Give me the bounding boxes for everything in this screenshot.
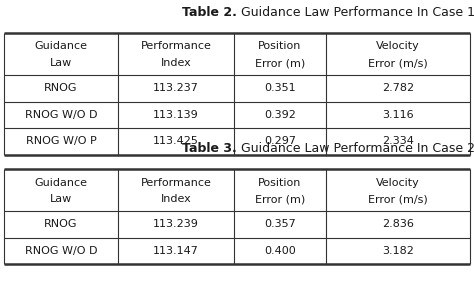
Text: Guidance Law Performance In Case 1: Guidance Law Performance In Case 1 [237,7,474,20]
Text: Law: Law [50,194,72,204]
Text: 0.357: 0.357 [264,219,296,229]
Text: RNOG W/O D: RNOG W/O D [25,110,97,120]
Bar [4,33,470,154]
Text: 3.116: 3.116 [382,110,414,120]
Text: RNOG W/O D: RNOG W/O D [25,246,97,256]
Text: 113.147: 113.147 [153,246,199,256]
Text: Index: Index [161,58,191,69]
Text: Guidance Law Performance In Case 2: Guidance Law Performance In Case 2 [237,142,474,156]
Text: Position: Position [258,178,301,188]
Text: RNOG: RNOG [44,219,78,229]
Text: 2.782: 2.782 [382,83,414,93]
Text: RNOG: RNOG [44,83,78,93]
Text: Guidance: Guidance [35,42,88,51]
Text: 0.297: 0.297 [264,136,296,146]
Text: 113.139: 113.139 [153,110,199,120]
Text: Law: Law [50,58,72,69]
Text: 113.239: 113.239 [153,219,199,229]
Text: Performance: Performance [141,178,211,188]
Text: Table 2.: Table 2. [182,7,237,20]
Text: 113.237: 113.237 [153,83,199,93]
Text: 0.392: 0.392 [264,110,296,120]
Text: Index: Index [161,194,191,204]
Text: 3.182: 3.182 [382,246,414,256]
Text: Velocity: Velocity [376,178,420,188]
Text: Error (m): Error (m) [255,58,305,69]
Text: 0.351: 0.351 [264,83,296,93]
Text: 0.400: 0.400 [264,246,296,256]
Text: Error (m): Error (m) [255,194,305,204]
Text: Performance: Performance [141,42,211,51]
Text: Position: Position [258,42,301,51]
Text: Guidance: Guidance [35,178,88,188]
Text: Table 3.: Table 3. [182,142,237,156]
Text: Error (m/s): Error (m/s) [368,194,428,204]
Text: RNOG W/O P: RNOG W/O P [26,136,96,146]
Text: 2.334: 2.334 [382,136,414,146]
Text: Error (m/s): Error (m/s) [368,58,428,69]
Text: Velocity: Velocity [376,42,420,51]
Bar [4,169,470,264]
Text: 113.425: 113.425 [153,136,199,146]
Text: 2.836: 2.836 [382,219,414,229]
